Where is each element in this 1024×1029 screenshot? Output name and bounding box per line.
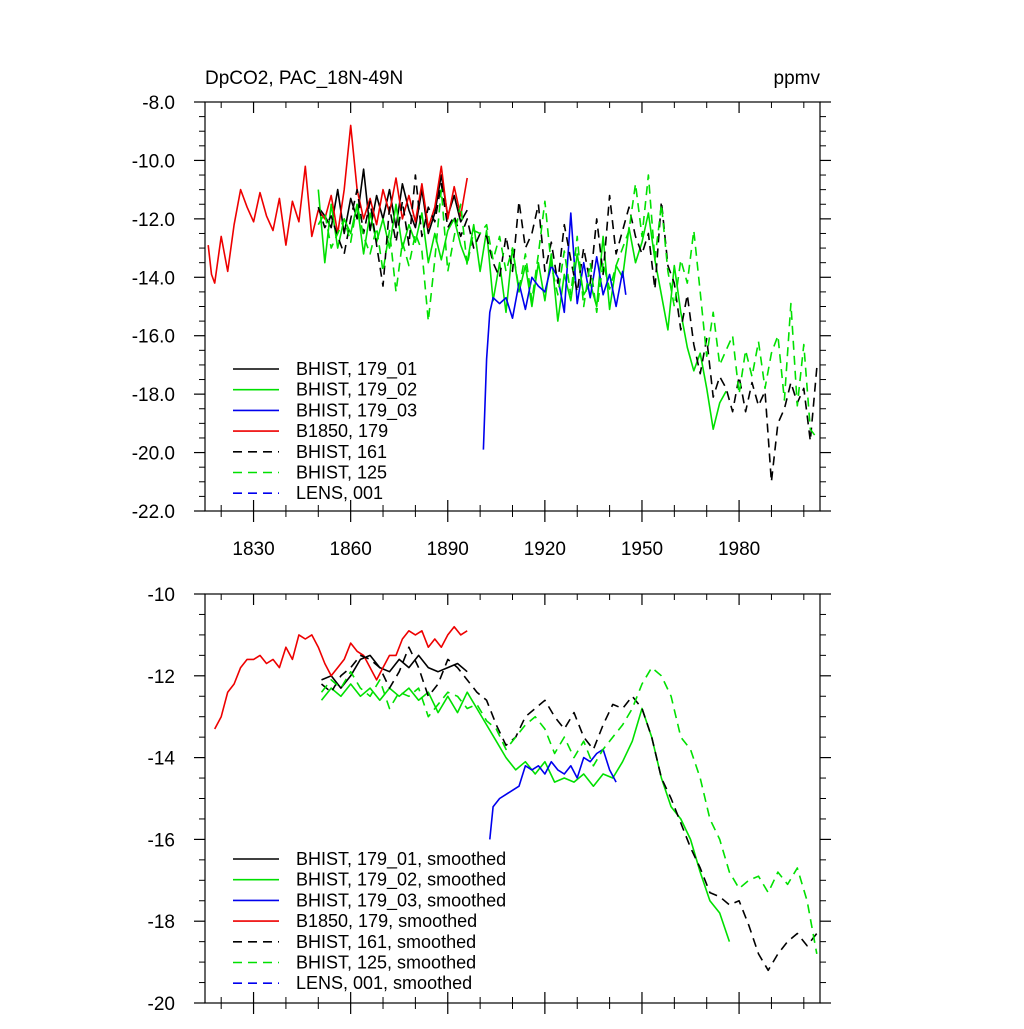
- legend-label: B1850, 179, smoothed: [296, 911, 477, 931]
- legend-label: BHIST, 179_01: [296, 359, 417, 380]
- series-line-2: [317, 189, 727, 431]
- y-tick-label: -18.0: [132, 385, 175, 406]
- y-tick-label: -20: [148, 994, 175, 1015]
- legend-label: LENS, 001: [296, 483, 383, 503]
- legend-label: BHIST, 179_02: [296, 380, 417, 401]
- legend-label: BHIST, 161, smoothed: [296, 932, 476, 952]
- series-line-5: [317, 174, 818, 483]
- x-tick-label: 1890: [427, 539, 469, 560]
- x-tick-label: 1860: [330, 539, 372, 560]
- series-line-4: [207, 124, 468, 284]
- legend-label: BHIST, 125, smoothed: [296, 953, 476, 973]
- y-tick-label: -18: [148, 912, 175, 933]
- panel-1: 1830 1860 1890 1920 1950 1980 -22.0 -20.0 -18.0 -…: [132, 93, 831, 560]
- legend-label: BHIST, 161: [296, 442, 387, 462]
- series-line-6: [320, 666, 818, 955]
- series-line-6: [317, 174, 818, 439]
- y-tick-label: -14.0: [132, 268, 175, 289]
- series-line-3: [489, 748, 617, 840]
- y-tick-label: -10: [148, 585, 175, 606]
- legend-label: BHIST, 125: [296, 463, 387, 483]
- y-tick-label: -12: [148, 667, 175, 688]
- series-line-4: [213, 625, 468, 730]
- x-tick-label: 1950: [621, 539, 663, 560]
- units-label: ppmv: [774, 68, 821, 89]
- series-line-1: [321, 654, 468, 689]
- y-tick-label: -12.0: [132, 210, 175, 231]
- y-tick-label: -20.0: [132, 444, 175, 465]
- series-line-5: [320, 646, 818, 972]
- panel-2: -20 -18 -16 -14 -12 -10 BHIST, 179_01, smoothe…: [148, 585, 831, 1015]
- x-tick-label: 1830: [232, 539, 274, 560]
- y-tick-label: -10.0: [132, 151, 175, 172]
- legend-label: B1850, 179: [296, 421, 388, 441]
- legend-label: BHIST, 179_02, smoothed: [296, 870, 506, 891]
- chart-title: DpCO2, PAC_18N-49N: [205, 68, 403, 89]
- legend-label: BHIST, 179_03: [296, 400, 417, 421]
- y-tick-label: -16.0: [132, 327, 175, 348]
- y-tick-label: -8.0: [142, 93, 175, 114]
- x-tick-label: 1980: [718, 539, 760, 560]
- legend-label: BHIST, 179_01, smoothed: [296, 849, 506, 870]
- y-tick-label: -14: [148, 749, 176, 770]
- x-tick-label: 1920: [524, 539, 566, 560]
- y-tick-label: -22.0: [132, 502, 175, 523]
- legend-label: LENS, 001, smoothed: [296, 973, 472, 993]
- legend-label: BHIST, 179_03, smoothed: [296, 890, 506, 911]
- series-group: [207, 124, 818, 483]
- series-group: [213, 625, 818, 972]
- y-tick-label: -16: [148, 830, 175, 851]
